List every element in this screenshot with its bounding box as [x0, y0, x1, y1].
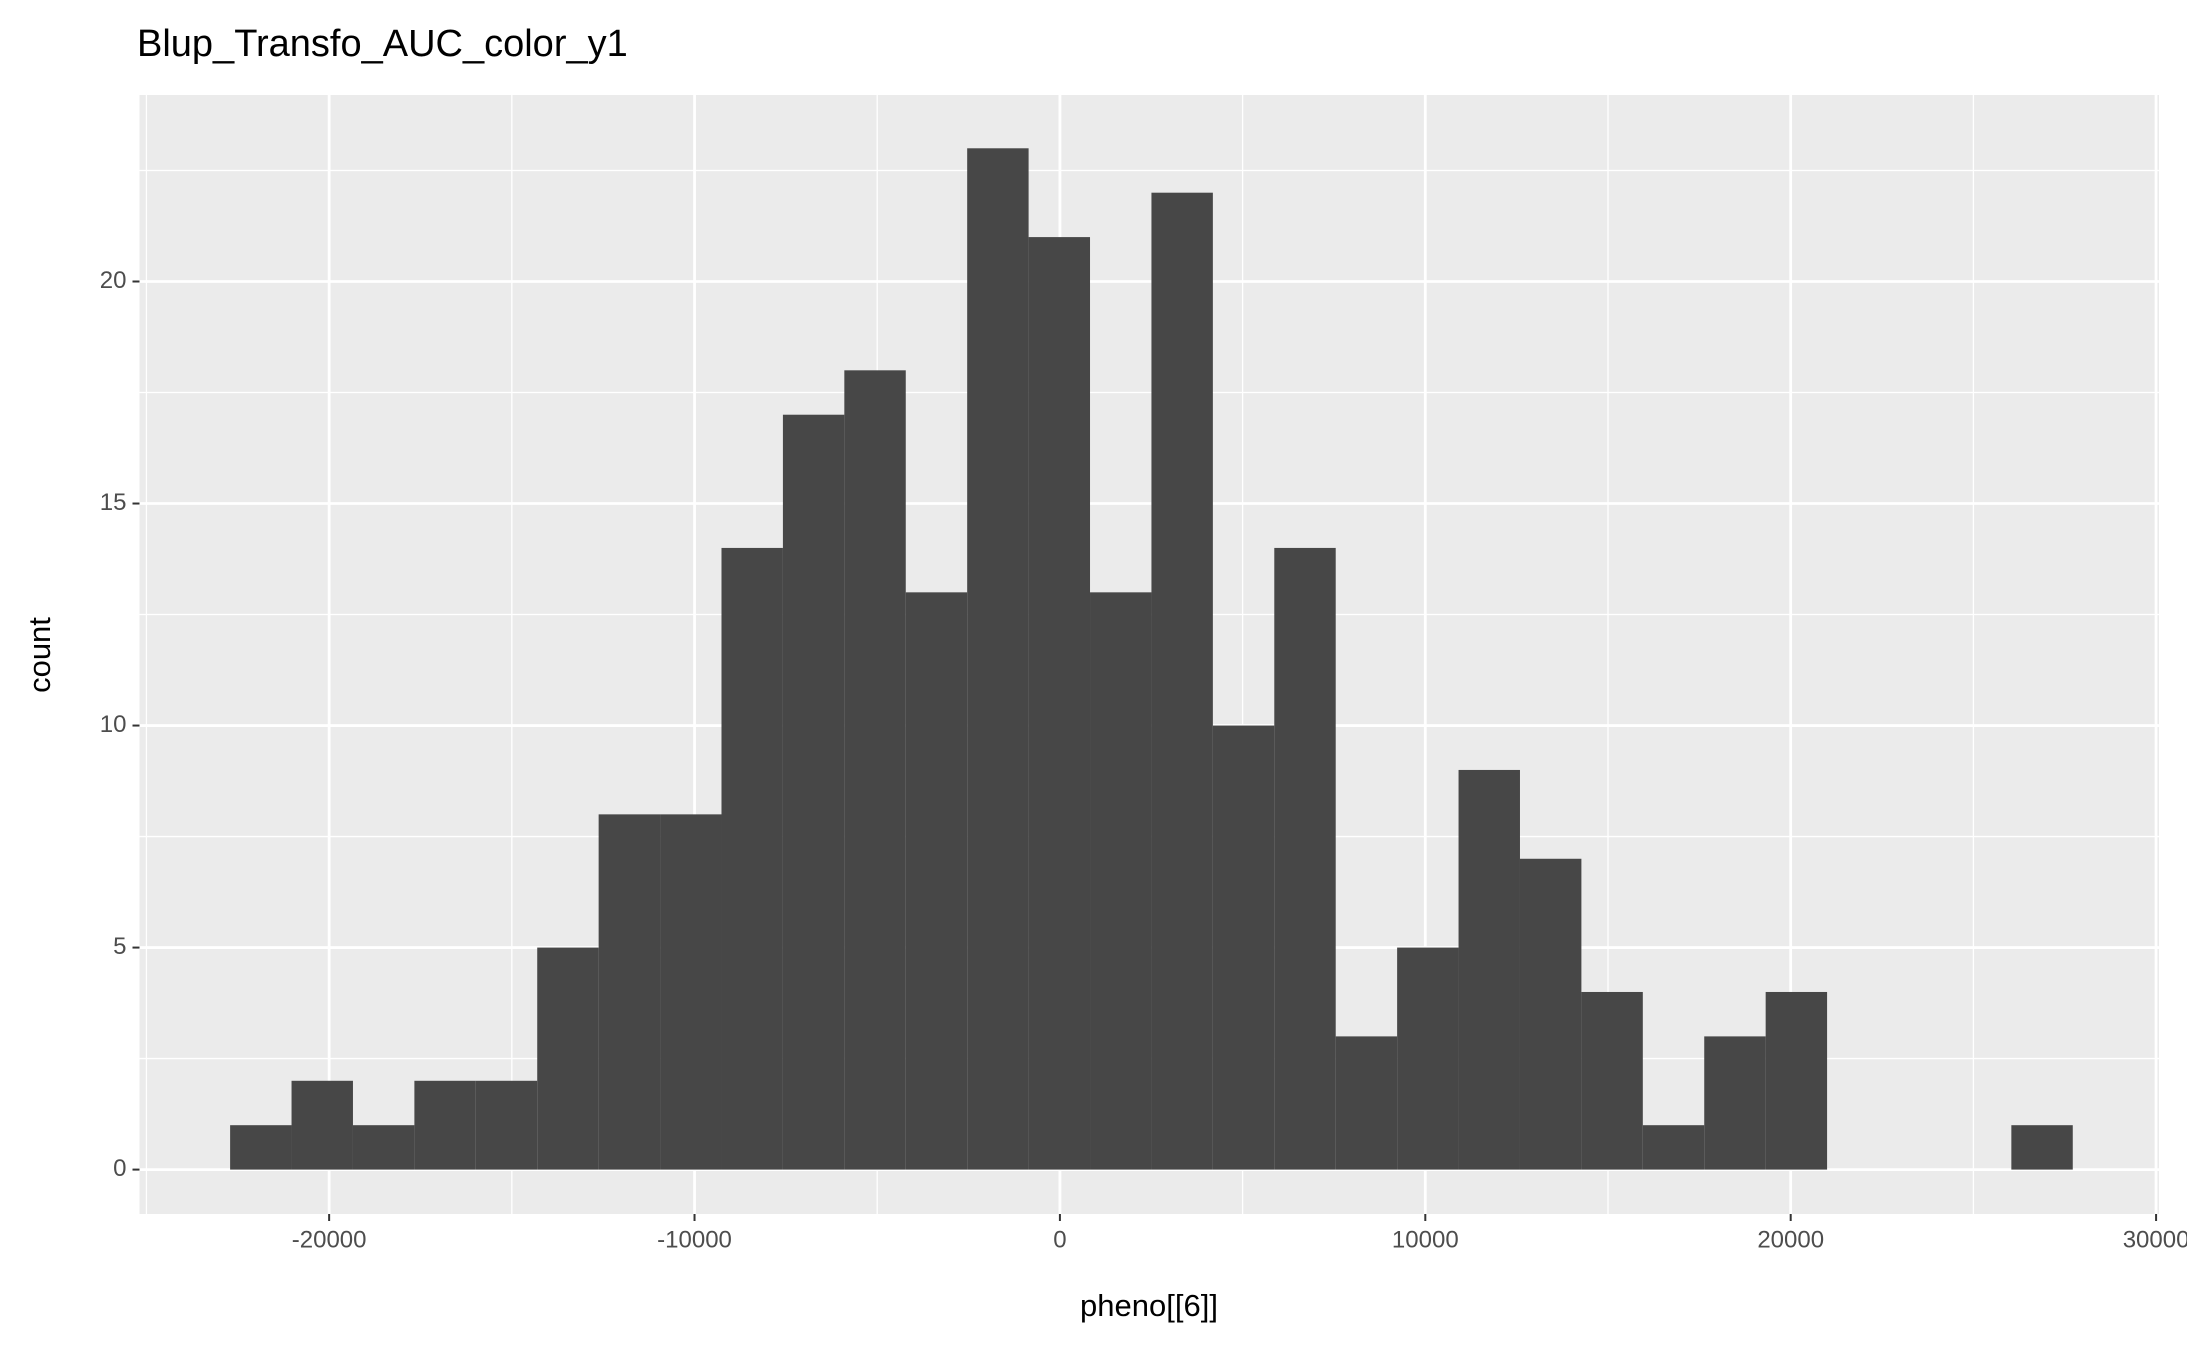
bar: [1274, 547, 1336, 1170]
bar: [1397, 947, 1459, 1170]
x-tick-label: 0: [1053, 1226, 1066, 1253]
bar: [721, 547, 783, 1170]
bar: [660, 814, 722, 1170]
bar: [475, 1080, 538, 1170]
y-tick-label: 10: [100, 711, 127, 738]
x-axis-title: pheno[[6]]: [1080, 1288, 1218, 1323]
bar: [1642, 1125, 1705, 1170]
y-tick-label: 5: [113, 933, 126, 960]
bar: [1212, 725, 1275, 1170]
bar: [1519, 858, 1582, 1170]
bar: [1458, 769, 1520, 1170]
x-tick-label: 10000: [1392, 1226, 1459, 1253]
bar: [352, 1125, 415, 1170]
x-tick-label: -10000: [657, 1226, 732, 1253]
bar: [291, 1080, 353, 1170]
y-tick-label: 20: [100, 267, 127, 294]
chart-title: Blup_Transfo_AUC_color_y1: [137, 23, 628, 65]
x-tick-label: 30000: [2123, 1226, 2187, 1253]
bar: [905, 592, 968, 1170]
x-tick-label: -20000: [292, 1226, 367, 1253]
y-tick-label: 0: [113, 1155, 126, 1182]
bar: [537, 947, 599, 1170]
bar: [2011, 1125, 2073, 1170]
bar: [1704, 1036, 1766, 1170]
bar: [1028, 237, 1091, 1170]
bar: [414, 1080, 476, 1170]
bar: [230, 1125, 292, 1170]
bar: [844, 370, 906, 1170]
bar: [1581, 991, 1643, 1170]
y-tick-label: 15: [100, 489, 127, 516]
bar: [782, 414, 845, 1170]
bar: [598, 814, 661, 1170]
bar: [1335, 1036, 1398, 1170]
y-axis-title: count: [22, 617, 57, 693]
bar: [1765, 991, 1828, 1170]
x-tick-label: 20000: [1757, 1226, 1824, 1253]
bar: [967, 148, 1029, 1170]
bar: [1090, 592, 1152, 1170]
bar: [1151, 192, 1213, 1170]
